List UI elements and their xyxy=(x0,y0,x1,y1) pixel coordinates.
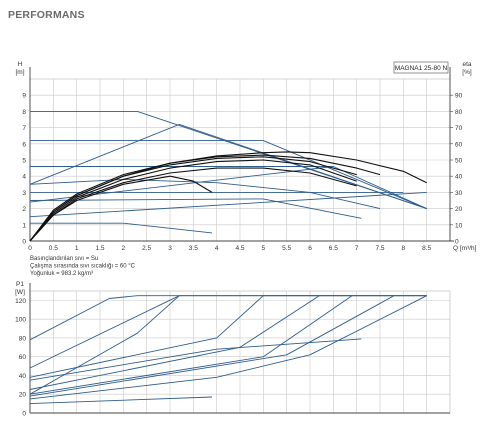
head-y-tick-label: 4 xyxy=(22,174,26,181)
head-y-unit: [m] xyxy=(15,69,24,76)
power-curve xyxy=(29,295,427,341)
fluid-note: Basınçlandırılan sıvı = Su xyxy=(30,256,98,262)
head-y-tick-label: 8 xyxy=(22,109,26,116)
head-x-tick-label: 2 xyxy=(122,245,126,252)
head-y2-unit: [%] xyxy=(462,69,472,76)
head-curve xyxy=(30,222,213,234)
head-x-tick-label: 8 xyxy=(402,245,406,252)
fluid-note: Yoğunluk = 983.2 kg/m³ xyxy=(30,271,93,277)
head-x-tick-label: 7.5 xyxy=(375,245,384,252)
efficiency-curve xyxy=(29,154,381,242)
power-y-unit: [W] xyxy=(15,289,25,296)
head-x-tick-label: 7 xyxy=(355,245,359,252)
power-y-tick-label: 60 xyxy=(19,354,27,361)
efficiency-curve xyxy=(29,156,357,242)
head-y2-tick-label: 70 xyxy=(455,125,463,132)
head-y2-tick-label: 90 xyxy=(455,93,463,100)
head-y-tick-label: 1 xyxy=(22,222,26,229)
power-curve xyxy=(29,295,427,369)
head-y2-tick-label: 10 xyxy=(455,222,463,229)
power-curve xyxy=(29,295,427,378)
head-y-label: H xyxy=(18,61,23,68)
head-y-tick-label: 9 xyxy=(22,93,26,100)
head-x-tick-label: 1 xyxy=(75,245,79,252)
section-title: PERFORMANS xyxy=(8,9,85,21)
pump-model-box xyxy=(393,61,449,74)
head-x-label: Q [m³/h] xyxy=(453,245,477,252)
head-x-tick-label: 4 xyxy=(215,245,219,252)
power-y-tick-label: 20 xyxy=(19,392,27,399)
head-curve xyxy=(29,198,362,219)
power-y-label: P1 xyxy=(16,281,24,288)
pump-model-label: MAGNA1 25-80 N xyxy=(395,65,448,72)
head-x-tick-label: 6.5 xyxy=(329,245,338,252)
head-y2-tick-label: 20 xyxy=(455,206,463,213)
head-y2-tick-label: 50 xyxy=(455,158,463,165)
power-curve xyxy=(29,295,427,400)
head-y2-tick-label: 60 xyxy=(455,141,463,148)
power-curve xyxy=(29,295,353,395)
power-curve xyxy=(29,396,213,405)
head-y2-tick-label: 30 xyxy=(455,190,463,197)
head-y-tick-label: 2 xyxy=(22,206,26,213)
power-y-tick-label: 0 xyxy=(22,411,26,418)
power-y-tick-label: 100 xyxy=(15,317,26,324)
head-x-tick-label: 5.5 xyxy=(282,245,291,252)
power-y-tick-label: 80 xyxy=(19,335,27,342)
head-x-tick-label: 1.5 xyxy=(95,245,104,252)
head-x-tick-label: 3 xyxy=(168,245,172,252)
head-curve xyxy=(29,123,427,210)
head-x-tick-label: 5 xyxy=(262,245,266,252)
head-y-tick-label: 6 xyxy=(22,141,26,148)
head-x-tick-label: 4.5 xyxy=(235,245,244,252)
head-curve xyxy=(30,166,427,210)
power-curve xyxy=(29,338,362,381)
head-y2-tick-label: 0 xyxy=(455,239,459,246)
head-x-tick-label: 6 xyxy=(308,245,312,252)
fluid-note: Çalışma sırasında sıvı sıcaklığı = 60 °C xyxy=(30,264,136,270)
power-curve xyxy=(29,295,180,395)
efficiency-curve xyxy=(29,159,357,242)
head-x-tick-label: 3.5 xyxy=(189,245,198,252)
head-y2-tick-label: 80 xyxy=(455,109,463,116)
head-y-tick-label: 3 xyxy=(22,190,26,197)
head-x-tick-label: 0.5 xyxy=(49,245,58,252)
head-y2-label: eta xyxy=(462,61,471,68)
head-y-tick-label: 0 xyxy=(22,239,26,246)
head-curve xyxy=(29,191,427,218)
efficiency-curve xyxy=(29,175,213,242)
head-y-tick-label: 5 xyxy=(22,158,26,165)
head-y2-tick-label: 40 xyxy=(455,174,463,181)
head-curve xyxy=(30,140,427,210)
head-x-tick-label: 8.5 xyxy=(422,245,431,252)
power-y-tick-label: 120 xyxy=(15,298,26,305)
head-x-tick-label: 0 xyxy=(28,245,32,252)
power-y-tick-label: 40 xyxy=(19,373,27,380)
head-curve xyxy=(29,178,381,210)
head-y-tick-label: 7 xyxy=(22,125,26,132)
head-x-tick-label: 2.5 xyxy=(142,245,151,252)
power-curve xyxy=(29,295,395,397)
